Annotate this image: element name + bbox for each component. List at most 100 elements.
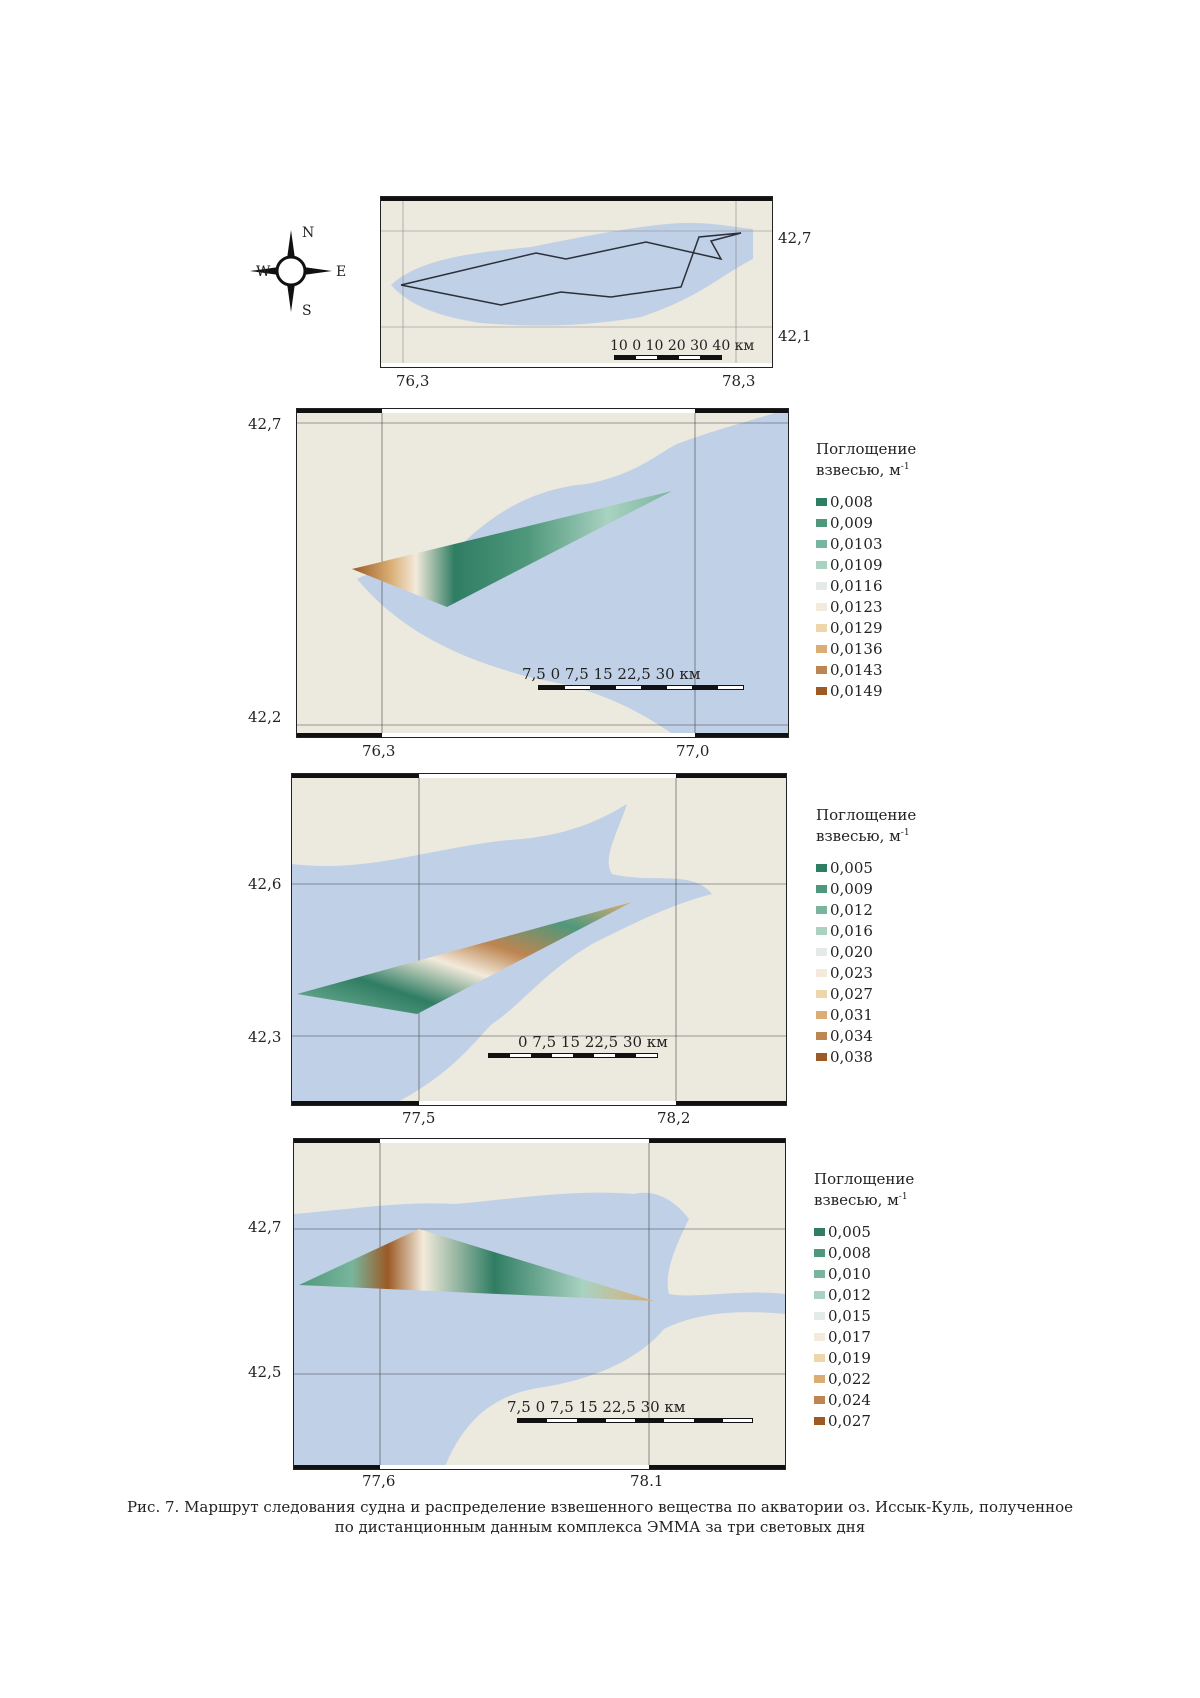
- legend-item: 0,016: [816, 920, 916, 941]
- legend-swatch: [816, 969, 827, 977]
- legend-value: 0,008: [828, 1244, 871, 1262]
- legend-swatch: [816, 1032, 827, 1040]
- legend-item: 0,034: [816, 1025, 916, 1046]
- panel-2-lon-right: 78,2: [657, 1109, 690, 1127]
- legend-value: 0,023: [830, 964, 873, 982]
- legend-swatch: [816, 927, 827, 935]
- panel-2-legend: Поглощение взвесью, м-1 0,0050,009 0,012 0…: [816, 806, 916, 1067]
- legend-item: 0,010: [814, 1263, 914, 1284]
- panel-1-lat-bottom: 42,2: [248, 708, 281, 726]
- panel-3-lat-bottom: 42,5: [248, 1363, 281, 1381]
- legend-swatch: [814, 1417, 825, 1425]
- panel-3-lon-left: 77,6: [362, 1472, 395, 1490]
- legend-swatch: [814, 1228, 825, 1236]
- legend-item: 0,027: [816, 983, 916, 1004]
- legend-value: 0,0109: [830, 556, 883, 574]
- legend-swatch: [816, 519, 827, 527]
- caption-line-1: Рис. 7. Маршрут следования судна и распр…: [110, 1497, 1090, 1517]
- legend-value: 0,005: [830, 859, 873, 877]
- legend-title-sup: -1: [899, 1192, 908, 1202]
- legend-value: 0,0116: [830, 577, 883, 595]
- legend-item: 0,031: [816, 1004, 916, 1025]
- caption-line-2: по дистанционным данным комплекса ЭММА з…: [110, 1517, 1090, 1537]
- legend-swatch: [816, 990, 827, 998]
- legend-swatch: [816, 498, 827, 506]
- legend-item: 0,009: [816, 512, 916, 533]
- legend-item: 0,027: [814, 1410, 914, 1431]
- overview-lon-left: 76,3: [396, 372, 429, 390]
- legend-item: 0,0129: [816, 617, 916, 638]
- legend-value: 0,031: [830, 1006, 873, 1024]
- overview-lat-top: 42,7: [778, 229, 811, 247]
- legend-value: 0,012: [828, 1286, 871, 1304]
- legend-swatch: [816, 561, 827, 569]
- legend-value: 0,0103: [830, 535, 883, 553]
- legend-value: 0,0136: [830, 640, 883, 658]
- legend-swatch: [816, 603, 827, 611]
- legend-swatch: [816, 624, 827, 632]
- legend-value: 0,019: [828, 1349, 871, 1367]
- panel-3-scale-numbers: 7,5 0 7,5 15 22,5 30 км: [507, 1398, 685, 1416]
- panel-1-lat-top: 42,7: [248, 415, 281, 433]
- legend-item: 0,015: [814, 1305, 914, 1326]
- legend-item: 0,019: [814, 1347, 914, 1368]
- legend-item: 0,008: [814, 1242, 914, 1263]
- legend-value: 0,0123: [830, 598, 883, 616]
- compass-w: W: [256, 264, 270, 280]
- panel-3-lat-top: 42,7: [248, 1218, 281, 1236]
- panel-2-lat-top: 42,6: [248, 875, 281, 893]
- legend-swatch: [816, 906, 827, 914]
- legend-value: 0,016: [830, 922, 873, 940]
- legend-swatch: [814, 1396, 825, 1404]
- legend-value: 0,017: [828, 1328, 871, 1346]
- compass-n: N: [302, 225, 314, 241]
- legend-swatch: [814, 1270, 825, 1278]
- legend-title: Поглощение взвесью, м-1: [816, 440, 916, 479]
- legend-value: 0,009: [830, 514, 873, 532]
- legend-title-sup: -1: [901, 828, 910, 838]
- legend-title: Поглощение взвесью, м-1: [814, 1170, 914, 1209]
- legend-swatch: [816, 582, 827, 590]
- panel-2-lon-left: 77,5: [402, 1109, 435, 1127]
- compass-e: E: [336, 264, 346, 280]
- legend-value: 0,038: [830, 1048, 873, 1066]
- legend-item: 0,0149: [816, 680, 916, 701]
- overview-lat-bottom: 42,1: [778, 327, 811, 345]
- legend-swatch: [814, 1333, 825, 1341]
- legend-swatch: [816, 948, 827, 956]
- overview-lon-right: 78,3: [722, 372, 755, 390]
- legend-item: 0,038: [816, 1046, 916, 1067]
- legend-value: 0,020: [830, 943, 873, 961]
- legend-item: 0,020: [816, 941, 916, 962]
- legend-item: 0,012: [814, 1284, 914, 1305]
- legend-swatch: [816, 885, 827, 893]
- legend-item: 0,005: [814, 1221, 914, 1242]
- legend-item: 0,017: [814, 1326, 914, 1347]
- legend-title-sup: -1: [901, 462, 910, 472]
- legend-value: 0,012: [830, 901, 873, 919]
- legend-swatch: [816, 645, 827, 653]
- overview-scale-numbers: 10 0 10 20 30 40 км: [610, 338, 754, 354]
- legend-value: 0,015: [828, 1307, 871, 1325]
- legend-item: 0,012: [816, 899, 916, 920]
- legend-title-line2: взвесью, м: [814, 1191, 899, 1209]
- legend-item: 0,0103: [816, 533, 916, 554]
- legend-item: 0,0109: [816, 554, 916, 575]
- legend-value: 0,0143: [830, 661, 883, 679]
- figure-caption: Рис. 7. Маршрут следования судна и распр…: [110, 1497, 1090, 1537]
- legend-item: 0,0116: [816, 575, 916, 596]
- legend-swatch: [816, 1011, 827, 1019]
- legend-title: Поглощение взвесью, м-1: [816, 806, 916, 845]
- legend-item: 0,009: [816, 878, 916, 899]
- legend-item: 0,022: [814, 1368, 914, 1389]
- legend-value: 0,005: [828, 1223, 871, 1241]
- legend-value: 0,034: [830, 1027, 873, 1045]
- legend-item: 0,0123: [816, 596, 916, 617]
- legend-value: 0,010: [828, 1265, 871, 1283]
- panel-3-lon-right: 78.1: [630, 1472, 663, 1490]
- legend-swatch: [814, 1354, 825, 1362]
- panel-1-lon-left: 76,3: [362, 742, 395, 760]
- overview-scale-bar: 10 0 10 20 30 40 км: [610, 338, 760, 362]
- legend-swatch: [814, 1249, 825, 1257]
- legend-value: 0,027: [828, 1412, 871, 1430]
